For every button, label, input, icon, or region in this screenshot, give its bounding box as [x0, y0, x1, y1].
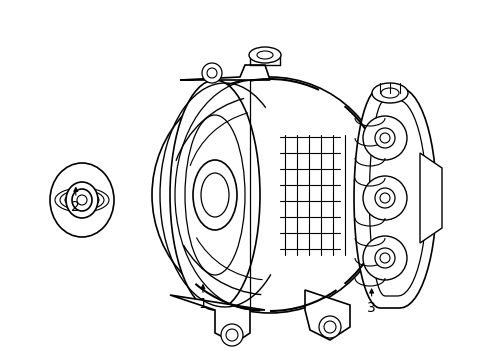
- Ellipse shape: [202, 63, 222, 83]
- Text: 3: 3: [366, 301, 375, 315]
- Ellipse shape: [362, 176, 406, 220]
- Text: 1: 1: [198, 297, 207, 311]
- Ellipse shape: [77, 195, 87, 205]
- Ellipse shape: [318, 316, 340, 338]
- Ellipse shape: [374, 248, 394, 268]
- Ellipse shape: [221, 324, 243, 346]
- Ellipse shape: [371, 83, 407, 103]
- Ellipse shape: [193, 160, 237, 230]
- Ellipse shape: [374, 128, 394, 148]
- Ellipse shape: [379, 193, 389, 203]
- Ellipse shape: [225, 329, 238, 341]
- Text: 2: 2: [71, 200, 80, 214]
- Polygon shape: [170, 295, 264, 343]
- Ellipse shape: [72, 189, 92, 211]
- Ellipse shape: [324, 321, 335, 333]
- Polygon shape: [180, 65, 269, 80]
- Ellipse shape: [379, 133, 389, 143]
- Polygon shape: [305, 290, 349, 340]
- Ellipse shape: [248, 47, 281, 63]
- Ellipse shape: [374, 188, 394, 208]
- Ellipse shape: [380, 88, 398, 98]
- Ellipse shape: [201, 173, 228, 217]
- Ellipse shape: [362, 116, 406, 160]
- Ellipse shape: [379, 253, 389, 263]
- Ellipse shape: [170, 80, 260, 310]
- Polygon shape: [419, 153, 441, 243]
- Ellipse shape: [257, 51, 272, 59]
- Ellipse shape: [152, 77, 387, 313]
- Ellipse shape: [50, 163, 114, 237]
- Polygon shape: [368, 100, 426, 296]
- Polygon shape: [353, 88, 435, 308]
- Ellipse shape: [206, 68, 217, 78]
- Ellipse shape: [184, 115, 244, 275]
- Ellipse shape: [362, 236, 406, 280]
- Ellipse shape: [66, 182, 98, 218]
